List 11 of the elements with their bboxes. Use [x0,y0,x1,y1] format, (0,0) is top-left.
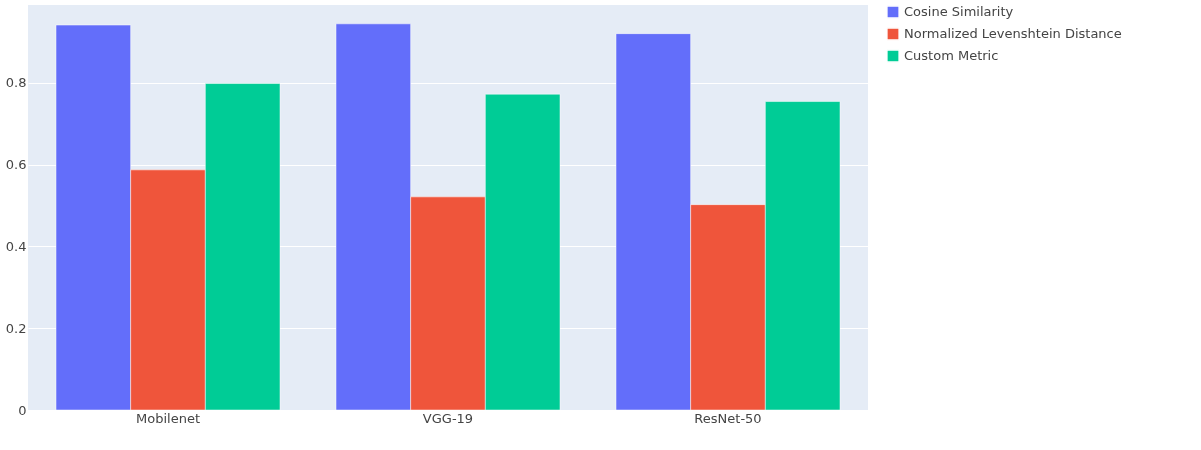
y-tick-label: 0.6 [5,157,27,173]
y-tick-label: 0 [18,402,27,418]
x-tick-label: VGG-19 [422,410,474,426]
legend-label: Normalized Levenshtein Distance [904,26,1122,41]
x-tick-label: Mobilenet [136,410,200,426]
legend-label: Custom Metric [904,48,999,63]
y-tick-label: 0.4 [5,238,27,254]
legend-label: Cosine Similarity [904,4,1014,19]
y-tick-label: 0.2 [5,320,27,336]
y-tick-label: 0.8 [5,75,27,91]
x-tick-label: ResNet-50 [694,410,762,426]
